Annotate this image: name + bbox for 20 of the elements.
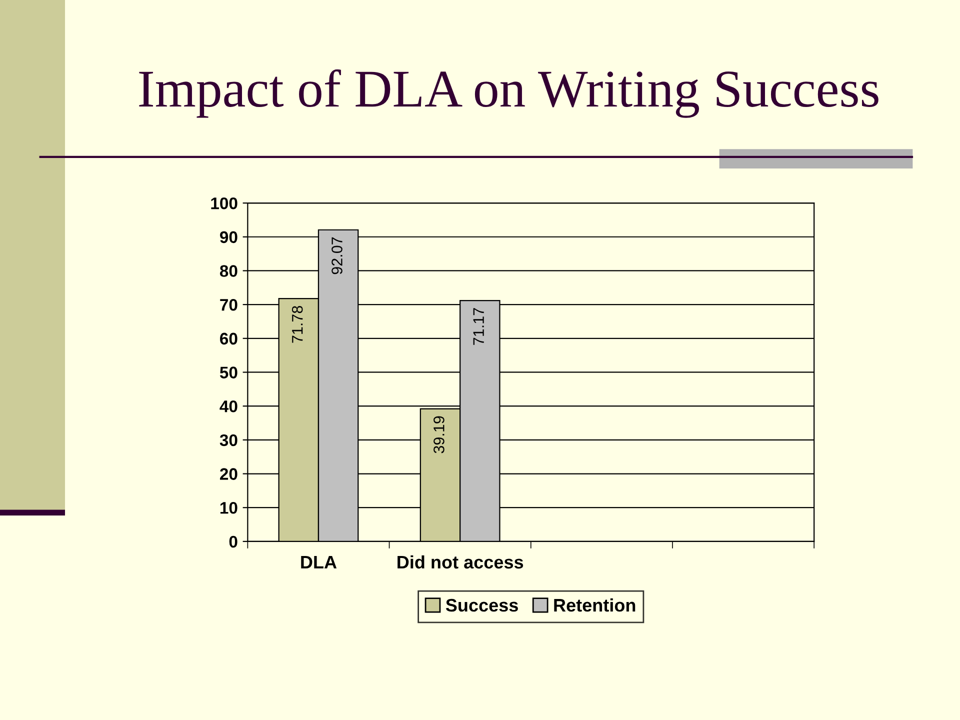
data-label: 92.07 — [332, 237, 342, 274]
y-tick-label: 50 — [220, 366, 238, 378]
y-tick-label: 100 — [211, 197, 238, 210]
y-tick-label: 30 — [220, 434, 238, 446]
data-label: 71.78 — [292, 306, 303, 343]
y-tick-label: 70 — [220, 298, 238, 311]
x-tick-label: Did not access — [398, 555, 524, 569]
y-tick-label: 60 — [220, 332, 238, 345]
data-label: 39.19 — [434, 416, 444, 454]
y-tick-label: 80 — [220, 265, 238, 277]
y-tick-label: 0 — [229, 536, 238, 548]
y-tick-label: 40 — [220, 400, 238, 412]
y-tick-label: 20 — [220, 468, 238, 480]
legend-label: Success — [446, 598, 518, 612]
legend-label: Retention — [554, 598, 636, 612]
y-tick-label: 10 — [220, 502, 238, 514]
chart-title: Impact of DLA on Writing Success — [139, 69, 878, 118]
y-tick-label: 90 — [220, 231, 238, 244]
data-label: 71.17 — [473, 308, 484, 345]
x-tick-label: DLA — [301, 556, 337, 568]
